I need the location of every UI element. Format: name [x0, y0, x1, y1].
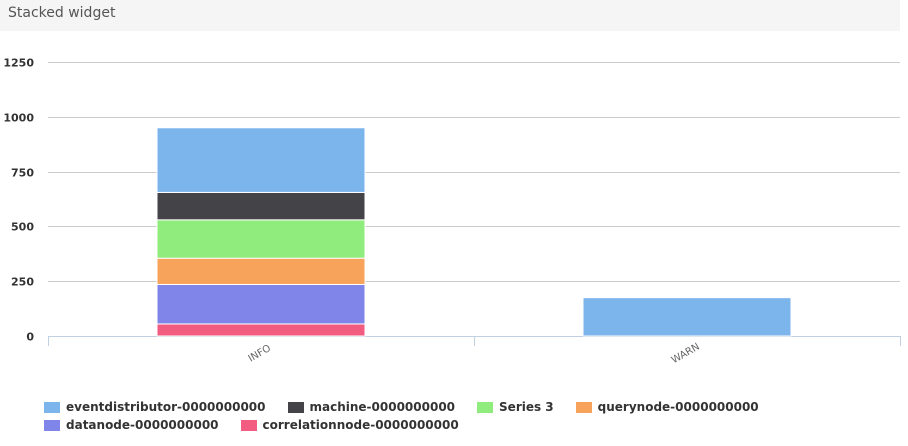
legend-swatch	[44, 419, 60, 431]
widget-title: Stacked widget	[8, 5, 116, 21]
legend-item[interactable]: machine-0000000000	[287, 398, 456, 416]
y-tick-label: 1250	[3, 57, 34, 70]
bar-segment	[582, 297, 792, 337]
legend-label: eventdistributor-0000000000	[66, 400, 266, 414]
y-tick-label: 750	[11, 167, 34, 180]
legend-swatch	[575, 401, 592, 413]
legend-swatch	[287, 401, 304, 413]
y-tick-label: 1000	[3, 112, 34, 125]
legend-label: machine-0000000000	[309, 400, 456, 414]
legend-swatch	[477, 401, 494, 413]
x-tick-label: WARN	[670, 341, 702, 366]
x-tick-label: INFO	[247, 343, 273, 365]
legend-item[interactable]: datanode-0000000000	[44, 416, 219, 434]
bar-segment	[156, 219, 366, 259]
bar-segment	[156, 323, 366, 337]
legend-swatch	[240, 419, 257, 431]
stacked-bar-chart: 0 250 500 750 1000 1250 INFO WARN	[3, 57, 901, 366]
bar-segment	[156, 191, 366, 221]
bar-segment	[156, 257, 366, 285]
legend-item[interactable]: eventdistributor-0000000000	[44, 398, 266, 416]
bar-segment	[156, 127, 366, 193]
legend-label: querynode-0000000000	[597, 400, 759, 414]
bar-segment	[156, 283, 366, 325]
legend-label: correlationnode-0000000000	[262, 418, 459, 432]
chart-legend: eventdistributor-0000000000 machine-00000…	[44, 398, 904, 434]
legend-item[interactable]: Series 3	[477, 398, 554, 416]
legend-item[interactable]: correlationnode-0000000000	[240, 416, 459, 434]
widget-header: Stacked widget	[0, 0, 900, 31]
y-tick-label: 250	[11, 276, 34, 289]
legend-swatch	[44, 401, 60, 413]
y-tick-label: 500	[11, 221, 34, 234]
y-tick-label: 0	[26, 331, 34, 344]
legend-label: Series 3	[499, 400, 554, 414]
legend-item[interactable]: querynode-0000000000	[575, 398, 759, 416]
legend-label: datanode-0000000000	[66, 418, 219, 432]
